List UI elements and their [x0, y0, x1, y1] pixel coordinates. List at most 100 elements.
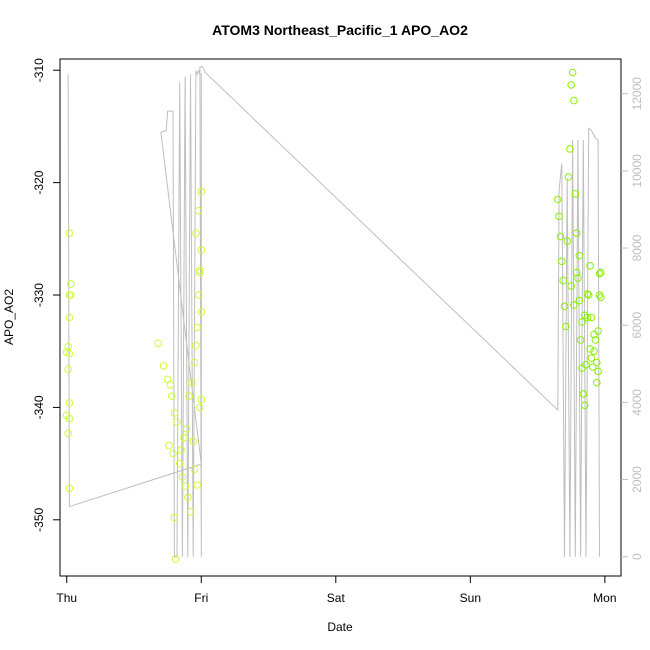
data-point-0-9	[65, 399, 74, 407]
data-point-0-32	[182, 425, 191, 433]
data-point-0-11	[65, 414, 74, 423]
y2-tick-label-5: 10000	[630, 154, 644, 188]
data-point-1-90	[583, 290, 592, 298]
data-point-0-46	[189, 437, 197, 445]
data-point-0-13	[65, 484, 74, 493]
data-point-1-84	[567, 282, 576, 290]
y2-tick-label-2: 4000	[630, 389, 644, 416]
data-point-1-58	[563, 237, 572, 245]
y-axis-label: APO_AO2	[2, 289, 16, 345]
data-point-0-14	[154, 339, 162, 348]
data-point-1-87	[575, 251, 584, 260]
x-tick-label-1: Fri	[194, 591, 208, 605]
data-point-1-94	[593, 358, 601, 367]
data-point-0-28	[170, 513, 179, 522]
data-point-0-40	[197, 246, 206, 254]
x-tick-label-2: Sat	[327, 591, 346, 605]
data-point-1-61	[567, 81, 576, 89]
data-point-1-80	[593, 378, 601, 387]
data-point-0-7	[65, 349, 74, 358]
y-tick-label-2: -330	[32, 283, 46, 307]
y2-tick-label-3: 6000	[630, 312, 644, 339]
data-point-1-78	[590, 347, 598, 356]
y2-tick-label-0: 0	[630, 553, 644, 560]
y-tick-label-4: -310	[32, 58, 46, 82]
data-point-1-77	[588, 363, 597, 371]
data-point-0-31	[180, 434, 188, 442]
secondary-line-layer	[67, 66, 600, 558]
data-point-0-15	[159, 362, 168, 370]
data-point-0-35	[190, 358, 199, 367]
y-tick-label-0: -350	[32, 507, 46, 531]
x-tick-label-4: Mon	[593, 591, 616, 605]
data-point-0-50	[197, 395, 206, 404]
data-point-1-63	[570, 96, 578, 105]
data-point-0-29	[171, 555, 180, 563]
data-point-0-49	[196, 403, 204, 412]
data-point-1-70	[579, 390, 588, 398]
secondary-series-line	[67, 66, 600, 558]
data-point-1-88	[578, 318, 586, 326]
plot-frame	[59, 58, 622, 577]
data-point-0-33	[185, 392, 193, 401]
data-point-0-0	[65, 229, 74, 237]
data-point-0-25	[181, 482, 189, 490]
data-point-0-20	[173, 418, 181, 426]
data-point-0-36	[192, 341, 200, 350]
data-point-0-43	[197, 187, 206, 196]
data-point-1-57	[562, 322, 570, 331]
data-point-0-37	[193, 323, 201, 332]
y2-tick-label-6: 12000	[630, 77, 644, 111]
data-point-0-45	[197, 308, 206, 316]
y-axis-left: -350 -340 -330 -320 -310	[32, 58, 60, 532]
data-point-1-96	[595, 269, 604, 278]
data-point-1-89	[580, 311, 589, 320]
data-point-1-71	[580, 401, 589, 410]
y-tick-label-1: -340	[32, 395, 46, 419]
data-point-0-17	[166, 381, 175, 389]
data-point-1-65	[572, 229, 581, 237]
x-axis: Thu Fri Sat Sun Mon	[56, 576, 617, 605]
data-point-1-91	[586, 262, 594, 270]
data-point-0-44	[196, 266, 204, 275]
data-point-1-72	[582, 360, 590, 369]
data-point-0-48	[193, 481, 201, 489]
data-point-0-8	[64, 365, 72, 374]
data-point-1-68	[576, 336, 585, 344]
data-point-0-24	[178, 473, 187, 481]
data-point-0-27	[186, 508, 195, 516]
data-point-1-66	[574, 274, 582, 283]
data-point-0-18	[167, 392, 176, 401]
x-tick-label-3: Sun	[460, 591, 481, 605]
data-point-1-85	[570, 301, 578, 309]
data-point-1-95	[594, 367, 602, 376]
data-point-1-74	[584, 291, 593, 299]
data-point-1-52	[555, 212, 563, 221]
data-point-1-76	[587, 354, 596, 362]
data-point-0-30	[177, 446, 185, 454]
data-point-1-60	[566, 145, 574, 153]
y2-tick-label-4: 8000	[630, 234, 644, 261]
data-point-1-79	[591, 336, 600, 344]
data-point-0-23	[175, 459, 184, 468]
chart-title: ATOM3 Northeast_Pacific_1 APO_AO2	[212, 22, 468, 38]
data-point-1-62	[568, 68, 577, 77]
data-point-0-22	[169, 449, 177, 458]
y-tick-label-3: -320	[32, 170, 46, 194]
x-tick-label-0: Thu	[56, 591, 77, 605]
data-point-0-21	[165, 441, 173, 450]
data-point-1-97	[597, 293, 605, 302]
x-axis-label: Date	[327, 620, 353, 634]
data-point-0-41	[192, 229, 200, 237]
data-point-1-55	[559, 276, 568, 285]
points-layer	[62, 68, 605, 563]
data-point-1-83	[597, 268, 605, 277]
data-point-1-59	[564, 173, 573, 181]
data-point-0-39	[196, 268, 204, 277]
data-point-0-19	[170, 409, 179, 417]
data-point-0-3	[67, 291, 75, 299]
data-point-0-1	[67, 280, 75, 288]
data-point-0-47	[190, 465, 199, 474]
data-point-0-12	[64, 429, 72, 438]
